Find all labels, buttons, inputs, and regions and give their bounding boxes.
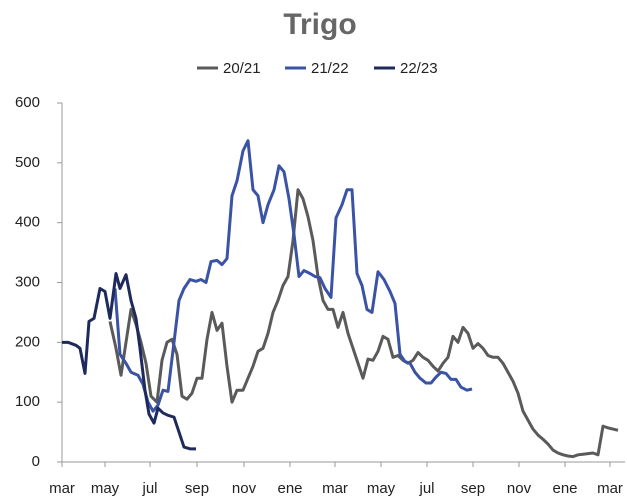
- line-series: [62, 272, 196, 451]
- x-tick-label: mar: [49, 480, 75, 497]
- x-tick-label: sep: [461, 480, 485, 497]
- x-tick-label: jul: [141, 480, 157, 497]
- x-tick-label: jul: [418, 480, 434, 497]
- chart-title: Trigo: [283, 8, 356, 41]
- x-tick-label: nov: [507, 480, 532, 497]
- x-tick-label: mar: [322, 480, 348, 497]
- x-tick-label: mar: [597, 480, 623, 497]
- y-tick-label: 600: [15, 94, 40, 111]
- line-series: [113, 139, 473, 413]
- y-tick-label: 300: [15, 273, 40, 290]
- line-series: [108, 188, 619, 459]
- x-tick-label: may: [91, 480, 120, 497]
- x-tick-label: ene: [552, 480, 577, 497]
- y-tick-label: 200: [15, 333, 40, 350]
- legend-label: 21/22: [311, 60, 349, 77]
- y-tick-label: 400: [15, 214, 40, 231]
- x-tick-label: nov: [232, 480, 257, 497]
- legend-label: 20/21: [223, 60, 261, 77]
- x-tick-label: sep: [185, 480, 209, 497]
- y-tick-label: 500: [15, 154, 40, 171]
- x-tick-label: ene: [277, 480, 302, 497]
- legend-label: 22/23: [400, 60, 438, 77]
- y-tick-label: 100: [15, 393, 40, 410]
- y-tick-label: 0: [32, 453, 40, 470]
- x-tick-label: may: [367, 480, 396, 497]
